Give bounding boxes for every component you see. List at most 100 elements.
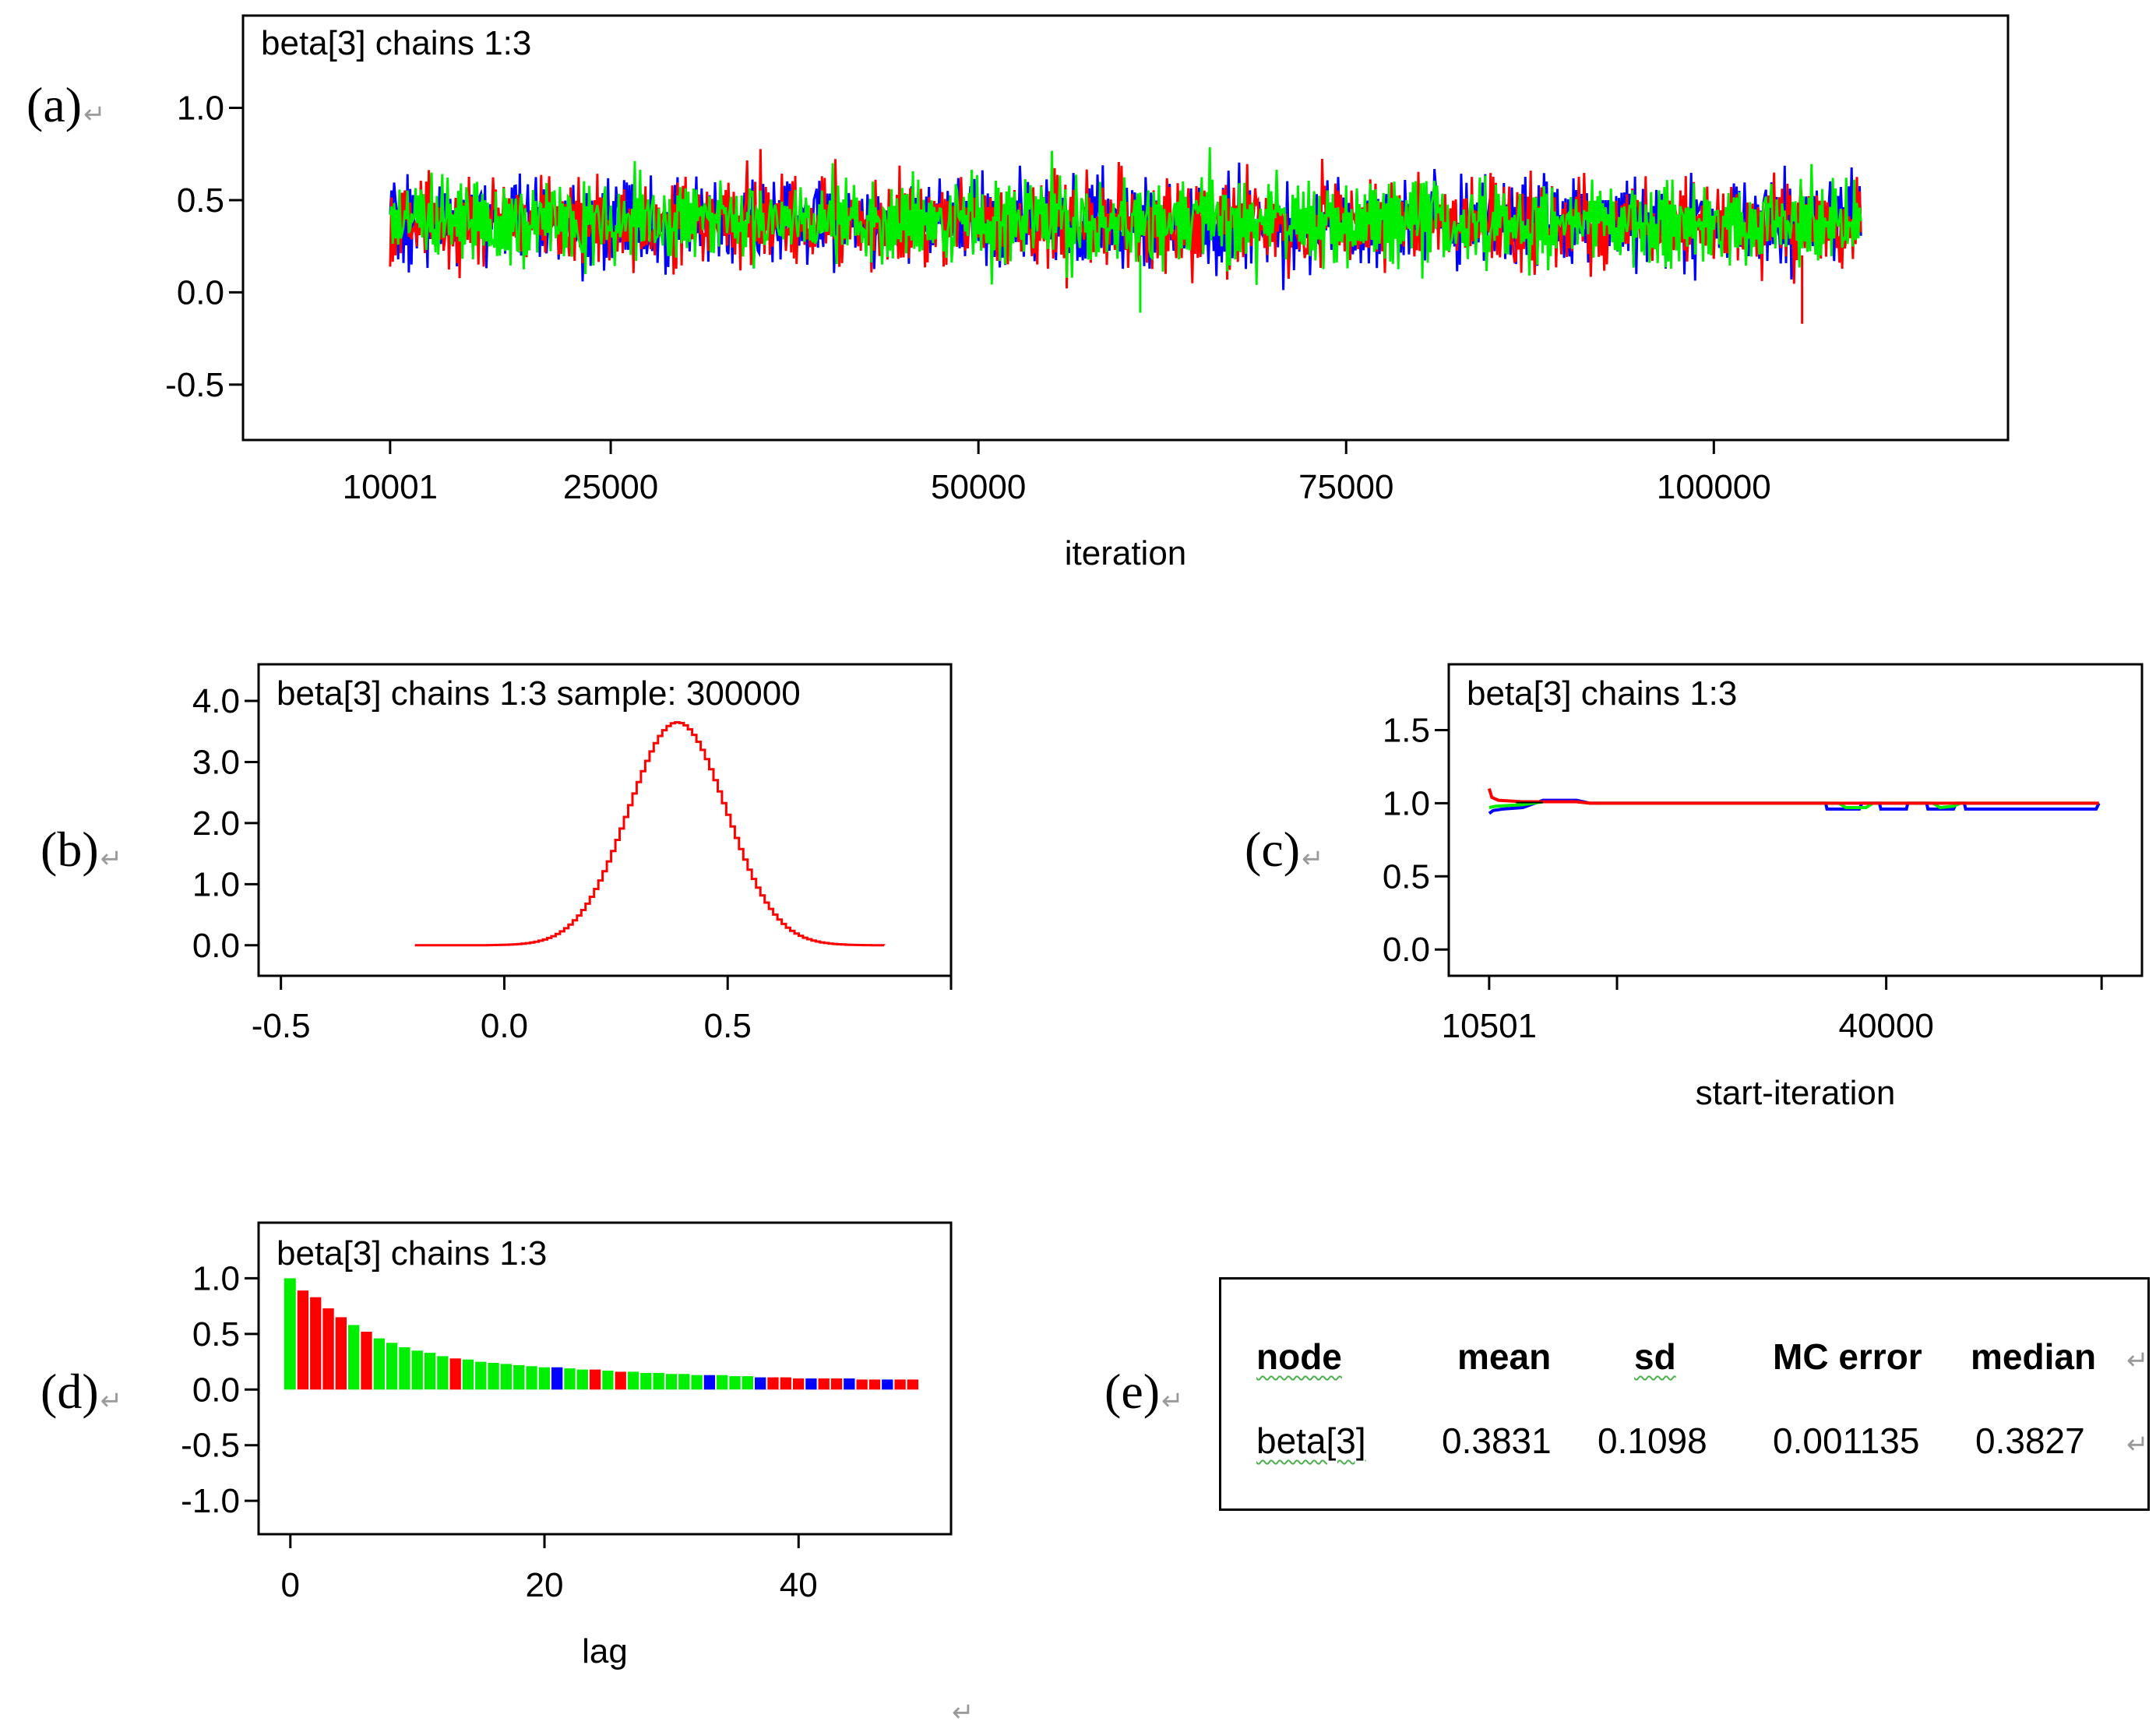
acf-bar xyxy=(424,1353,437,1390)
acf-bar xyxy=(830,1378,844,1390)
acf-bar xyxy=(868,1379,882,1390)
acf-bar xyxy=(309,1297,322,1390)
acf-bar xyxy=(716,1375,729,1390)
x-axis-title: iteration xyxy=(1065,534,1187,572)
acf-bar xyxy=(614,1371,627,1390)
panel-label-c: (c)↵ xyxy=(1245,821,1324,878)
chart-a-title: beta[3] chains 1:3 xyxy=(261,24,531,62)
x-tick-label: 10501 xyxy=(1442,1007,1537,1045)
chart-d-frame xyxy=(257,1221,953,1536)
return-mark: ↵ xyxy=(83,100,106,129)
acf-bar xyxy=(500,1364,513,1390)
return-mark: ↵ xyxy=(2126,1430,2149,1459)
y-tick-label: 0.0 xyxy=(192,927,240,965)
acf-bar xyxy=(843,1378,856,1390)
acf-bar xyxy=(487,1363,500,1390)
chart-d: beta[3] chains 1:3 -1.0 -0.5 0.0 0.5 1.0 0 20 40… xyxy=(181,1221,953,1670)
chart-c-title: beta[3] chains 1:3 xyxy=(1467,674,1737,713)
acf-bar xyxy=(780,1377,792,1390)
acf-bar xyxy=(665,1374,678,1390)
acf-bar xyxy=(805,1378,818,1390)
panel-label-a: (a)↵ xyxy=(26,76,106,134)
acf-bar xyxy=(373,1338,386,1390)
acf-bar xyxy=(652,1372,665,1390)
density-curve xyxy=(414,721,886,947)
acf-bar xyxy=(525,1366,538,1390)
acf-bar xyxy=(893,1379,907,1390)
chart-d-title: beta[3] chains 1:3 xyxy=(277,1234,547,1273)
stats-table: node mean sd MC error median ↵ beta[3] 0… xyxy=(1219,1277,2150,1511)
acf-bar xyxy=(462,1359,475,1390)
acf-bar xyxy=(551,1367,564,1390)
return-mark: ↵ xyxy=(100,845,123,874)
chart-a-frame xyxy=(241,14,2010,442)
y-tick-label: 1.0 xyxy=(192,865,240,903)
return-mark: ↵ xyxy=(2126,1346,2149,1375)
y-tick-label: 0.5 xyxy=(192,1315,240,1354)
y-tick-label: 0.5 xyxy=(177,181,224,220)
header-mean: mean xyxy=(1457,1336,1552,1377)
acf-bar xyxy=(881,1379,894,1390)
acf-bar xyxy=(398,1347,411,1390)
acf-bar xyxy=(678,1374,691,1390)
x-tick-label: -0.5 xyxy=(252,1007,311,1045)
acf-bar xyxy=(284,1278,297,1390)
acf-bar xyxy=(766,1377,780,1390)
acf-bar xyxy=(436,1356,449,1390)
chart-b: beta[3] chains 1:3 sample: 300000 0.0 1.0 2… xyxy=(192,663,953,1045)
acf-bar xyxy=(817,1378,830,1390)
acf-bar xyxy=(538,1367,551,1390)
cell-mean: 0.3831 xyxy=(1442,1420,1552,1461)
x-tick-label: 40 xyxy=(780,1566,818,1604)
acf-bar xyxy=(360,1332,373,1390)
acf-bar xyxy=(742,1376,754,1390)
y-tick-label: 0.0 xyxy=(192,1371,240,1409)
header-node: node xyxy=(1256,1336,1342,1377)
header-sd: sd xyxy=(1634,1336,1676,1377)
return-mark: ↵ xyxy=(1302,845,1324,874)
return-mark: ↵ xyxy=(100,1387,123,1416)
acf-bar xyxy=(589,1369,602,1390)
x-tick-label: 40000 xyxy=(1838,1007,1933,1045)
acf-bar xyxy=(474,1361,488,1390)
acf-bar xyxy=(347,1325,361,1390)
return-mark: ↵ xyxy=(1161,1387,1184,1416)
cell-mc-error: 0.001135 xyxy=(1773,1420,1920,1461)
acf-bar xyxy=(754,1377,767,1390)
y-tick-label: 1.0 xyxy=(177,89,224,127)
acf-bar xyxy=(335,1317,347,1390)
acf-bar xyxy=(576,1369,589,1390)
x-tick-label: 20 xyxy=(526,1566,564,1604)
y-tick-label: 3.0 xyxy=(192,743,240,781)
x-tick-label: 0 xyxy=(281,1566,300,1604)
acf-bar xyxy=(410,1350,424,1390)
cell-node: beta[3] xyxy=(1256,1420,1366,1461)
cell-sd: 0.1098 xyxy=(1598,1420,1707,1461)
x-tick-label: 50000 xyxy=(931,468,1026,506)
x-axis-title: start-iteration xyxy=(1696,1074,1896,1112)
y-tick-label: -0.5 xyxy=(181,1427,240,1465)
x-axis-title: lag xyxy=(582,1632,628,1670)
acf-bar xyxy=(322,1308,335,1390)
acf-bar xyxy=(386,1343,399,1390)
chart-b-marks xyxy=(414,721,886,947)
panel-label-e: (e)↵ xyxy=(1104,1363,1184,1420)
acf-bar xyxy=(792,1378,805,1390)
cell-median: 0.3827 xyxy=(1975,1420,2085,1461)
chart-c-frame xyxy=(1447,663,2144,977)
chart-a: beta[3] chains 1:3 -0.5 0.0 0.5 1.0 10001 2500… xyxy=(165,14,2010,572)
chart-b-title: beta[3] chains 1:3 sample: 300000 xyxy=(277,674,801,713)
acf-bar xyxy=(855,1379,868,1390)
header-median: median xyxy=(1971,1336,2097,1377)
y-tick-label: 4.0 xyxy=(192,682,240,720)
acf-bar xyxy=(703,1375,717,1390)
acf-bar xyxy=(627,1371,640,1390)
panel-label-e-text: (e) xyxy=(1104,1364,1161,1419)
x-tick-label: 0.0 xyxy=(481,1007,528,1045)
panel-label-b-text: (b) xyxy=(41,822,99,877)
acf-bar xyxy=(690,1375,703,1390)
bgr-line-3 xyxy=(1487,788,2099,805)
x-tick-label: 10001 xyxy=(343,468,438,506)
y-tick-label: 0.5 xyxy=(1383,857,1430,896)
